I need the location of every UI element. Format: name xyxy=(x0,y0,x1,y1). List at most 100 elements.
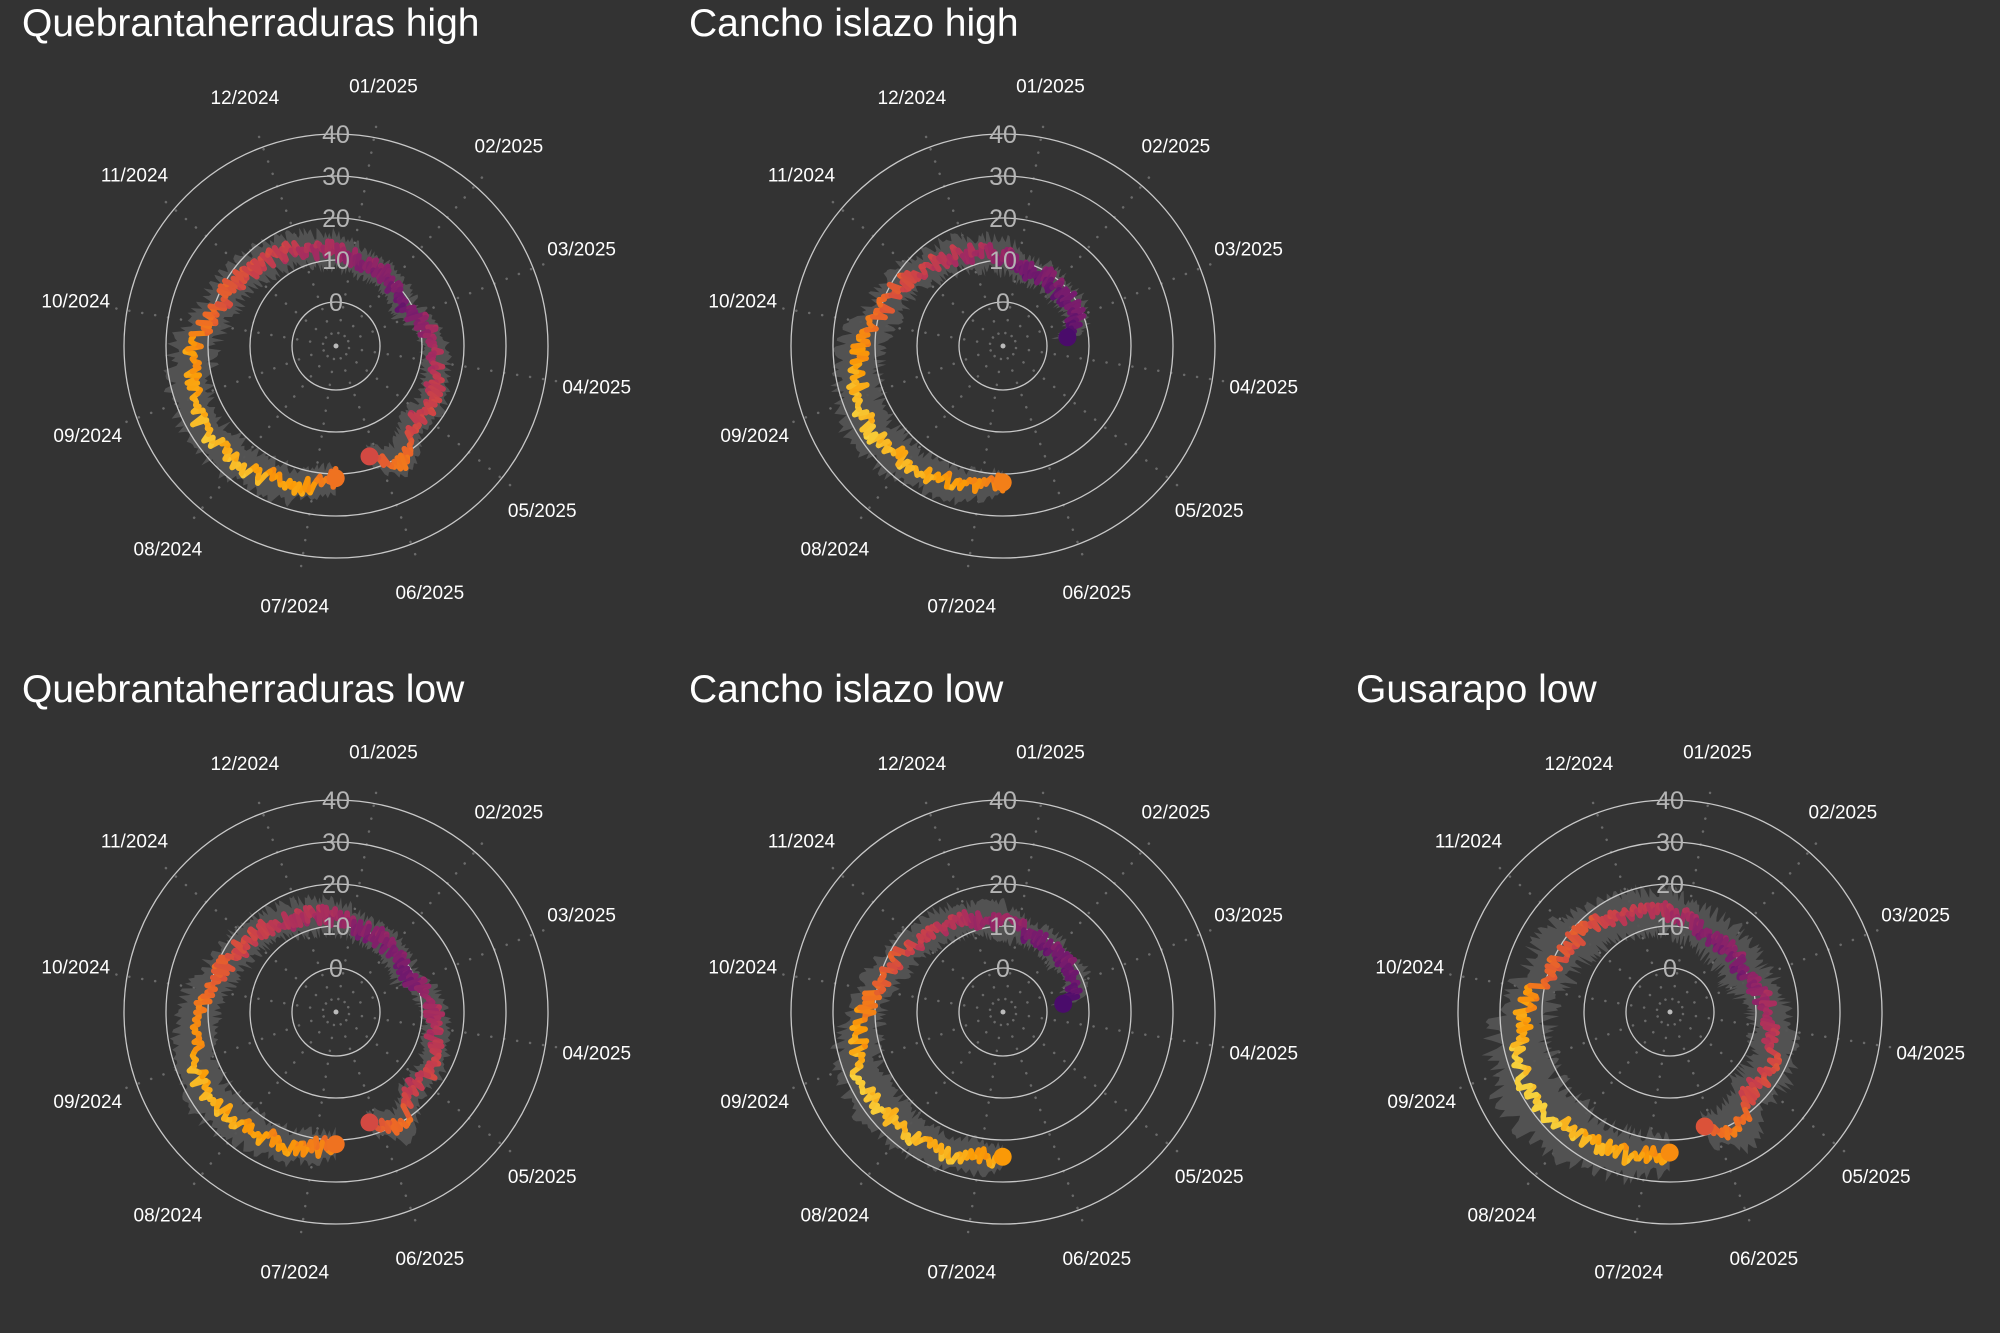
month-label: 12/2024 xyxy=(1545,754,1614,775)
ring-30 xyxy=(165,841,507,1183)
panel-title: Gusarapo low xyxy=(1356,668,1597,711)
ring-label: 20 xyxy=(322,871,350,899)
month-label: 05/2025 xyxy=(1175,1167,1244,1188)
ring-40 xyxy=(790,133,1216,559)
end-marker xyxy=(360,447,379,466)
month-spoke xyxy=(922,129,1005,348)
ring-label: 0 xyxy=(1663,955,1677,983)
month-label: 08/2024 xyxy=(134,1206,203,1227)
month-spoke xyxy=(1001,1010,1086,1228)
month-spoke xyxy=(1001,344,1184,491)
month-spoke xyxy=(1668,785,1713,1014)
range-band xyxy=(169,893,452,1168)
month-spoke xyxy=(1001,785,1046,1014)
month-spoke xyxy=(1668,926,1885,1014)
month-label: 12/2024 xyxy=(211,88,280,109)
month-label: 12/2024 xyxy=(211,754,280,775)
month-label: 09/2024 xyxy=(53,1092,122,1113)
month-label: 06/2025 xyxy=(395,583,464,604)
start-marker xyxy=(993,473,1012,492)
ring-label: 20 xyxy=(1656,871,1684,899)
month-spoke xyxy=(1493,862,1672,1014)
month-spoke xyxy=(965,344,1005,574)
angular-grid xyxy=(109,785,564,1240)
month-label: 06/2025 xyxy=(1062,583,1131,604)
center-dot xyxy=(333,343,339,349)
range-band xyxy=(1481,883,1800,1186)
center-dot xyxy=(1000,343,1006,349)
ring-30 xyxy=(1499,841,1841,1183)
panel-cancho-islazo-high: Cancho islazo high 07/2024 08/2024 09/2024… xyxy=(667,0,1334,666)
month-label: 09/2024 xyxy=(720,426,789,447)
month-spoke xyxy=(1632,1010,1672,1240)
month-spoke xyxy=(1001,344,1231,384)
center-dot xyxy=(333,1009,339,1015)
month-spoke xyxy=(1001,260,1218,348)
month-label: 01/2025 xyxy=(1016,742,1085,763)
month-label: 01/2025 xyxy=(349,742,418,763)
panel-title: Cancho islazo high xyxy=(689,2,1019,45)
month-spoke xyxy=(334,1010,517,1157)
ring-0 xyxy=(291,967,381,1057)
month-spoke xyxy=(826,196,1005,348)
panel-quebrantaherraduras-high: Quebrantaherraduras high 07/2024 08/2024 0… xyxy=(0,0,667,666)
month-spoke xyxy=(298,1010,338,1240)
month-spoke xyxy=(119,344,338,426)
center-dot xyxy=(1667,1009,1673,1015)
ring-30 xyxy=(832,841,1174,1183)
month-label: 06/2025 xyxy=(395,1249,464,1270)
month-spoke xyxy=(1001,171,1155,348)
month-spoke xyxy=(965,1010,1005,1240)
start-marker xyxy=(326,469,345,488)
polar-chart: 07/2024 08/2024 09/2024 10/2024 11/2024 12/20… xyxy=(41,742,631,1284)
month-label: 05/2025 xyxy=(1175,501,1244,522)
month-spoke xyxy=(1668,1010,1898,1050)
month-spoke xyxy=(188,344,338,524)
month-label: 07/2024 xyxy=(260,1263,329,1284)
month-label: 08/2024 xyxy=(134,540,203,561)
month-label: 05/2025 xyxy=(1842,1167,1911,1188)
series-line xyxy=(846,242,1087,494)
month-label: 12/2024 xyxy=(878,88,947,109)
end-marker xyxy=(1695,1117,1714,1136)
month-label: 05/2025 xyxy=(508,1167,577,1188)
month-label: 08/2024 xyxy=(801,1206,870,1227)
radial-grid xyxy=(123,133,549,559)
month-label: 07/2024 xyxy=(1594,1263,1663,1284)
month-spoke xyxy=(255,129,338,348)
ring-label: 40 xyxy=(989,787,1017,815)
month-spoke xyxy=(1453,1010,1672,1092)
ring-label: 0 xyxy=(329,289,343,317)
month-label: 03/2025 xyxy=(1881,905,1950,926)
month-spoke xyxy=(334,926,551,1014)
center-dot xyxy=(1000,1009,1006,1015)
end-marker xyxy=(360,1113,379,1132)
month-label: 02/2025 xyxy=(475,136,544,157)
month-spoke xyxy=(334,344,564,384)
ring-20 xyxy=(1541,883,1799,1141)
panel-title: Quebrantaherraduras low xyxy=(22,668,465,711)
ring-label: 40 xyxy=(989,121,1017,149)
month-label: 11/2024 xyxy=(1435,831,1503,852)
month-spoke xyxy=(1668,837,1822,1014)
month-label: 11/2024 xyxy=(101,831,169,852)
ring-label: 30 xyxy=(989,829,1017,857)
panel-title: Cancho islazo low xyxy=(689,668,1004,711)
ring-label: 0 xyxy=(996,955,1010,983)
month-spoke xyxy=(334,260,551,348)
ring-label: 40 xyxy=(1656,787,1684,815)
month-spoke xyxy=(255,795,338,1014)
month-label: 05/2025 xyxy=(508,501,577,522)
month-label: 08/2024 xyxy=(801,540,870,561)
month-spoke xyxy=(786,344,1005,426)
month-spoke xyxy=(334,837,488,1014)
month-spoke xyxy=(1001,1010,1184,1157)
month-label: 10/2024 xyxy=(708,958,777,979)
ring-label: 30 xyxy=(989,163,1017,191)
ring-0 xyxy=(958,301,1048,391)
month-spoke xyxy=(1668,1010,1851,1157)
month-spoke xyxy=(159,862,338,1014)
month-label: 11/2024 xyxy=(768,165,836,186)
month-spoke xyxy=(109,972,338,1014)
ring-label: 40 xyxy=(322,787,350,815)
